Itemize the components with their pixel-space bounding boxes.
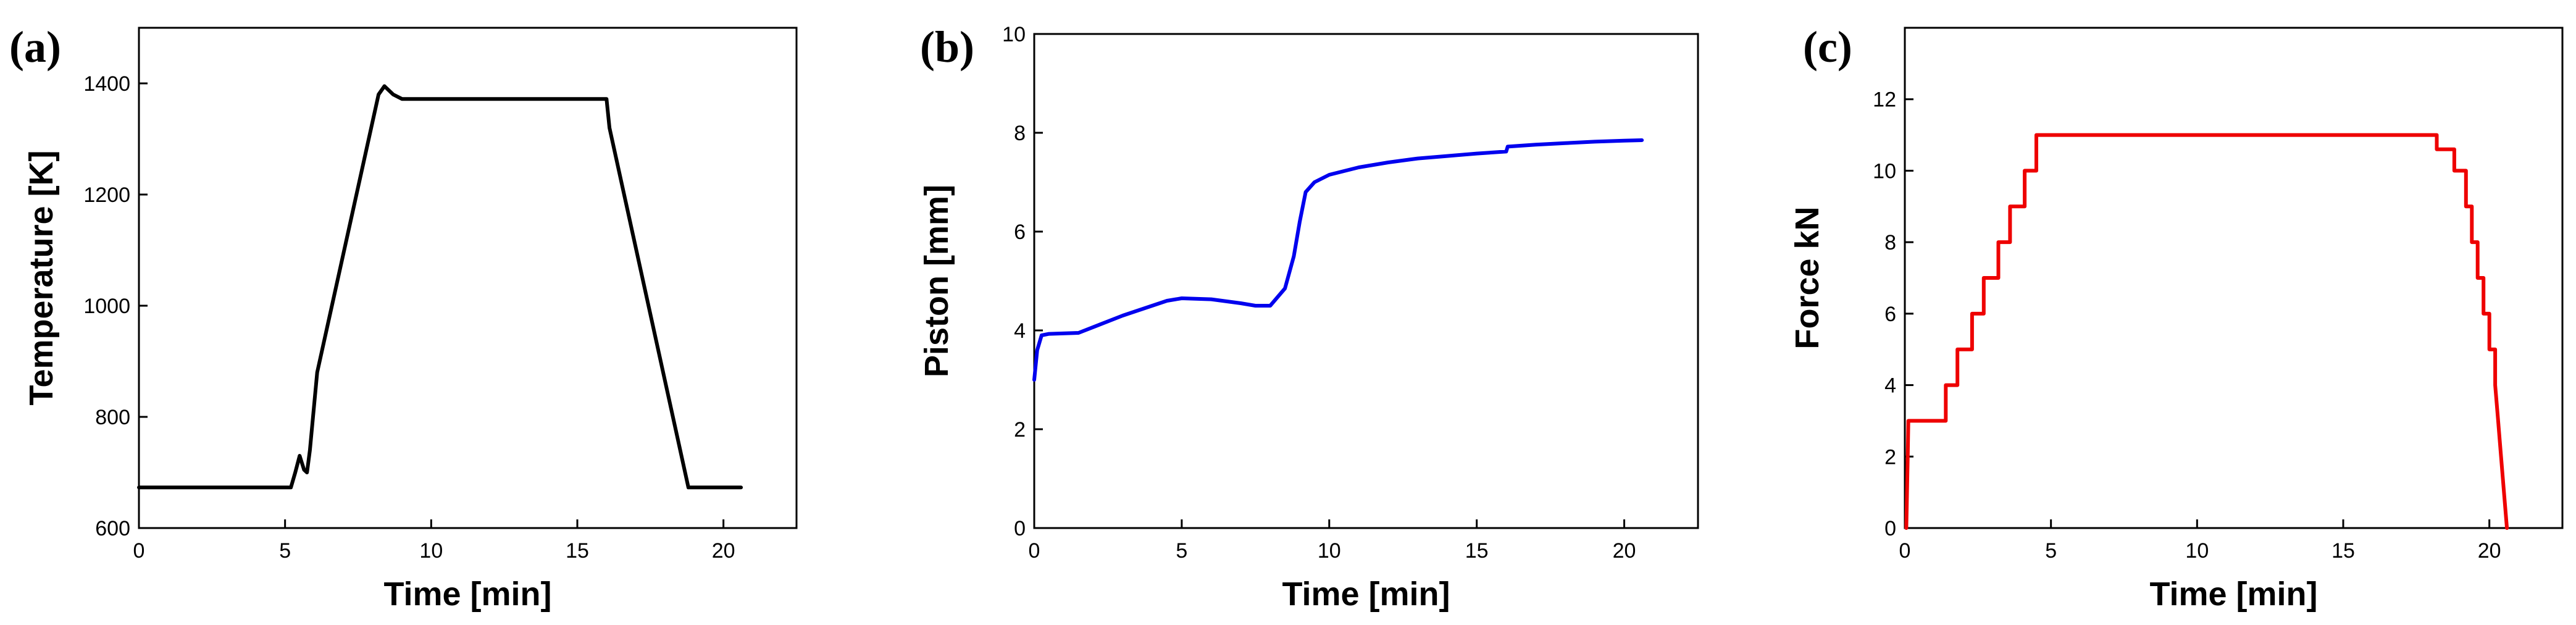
x-tick-label: 20: [712, 539, 735, 563]
y-tick-label: 4: [1014, 319, 1026, 343]
x-tick-label: 5: [2045, 539, 2057, 563]
y-tick-label: 2: [1884, 445, 1896, 469]
y-tick-label: 12: [1873, 88, 1896, 112]
x-tick-label: 10: [1318, 539, 1341, 563]
series-line-1: [1904, 133, 2509, 530]
panel-label: (a): [9, 22, 61, 72]
series-line-1: [137, 84, 743, 490]
x-tick-label: 5: [279, 539, 291, 563]
plot-frame: [138, 27, 798, 529]
y-axis-title: Force kN: [1789, 206, 1826, 349]
y-tick-label: 600: [95, 517, 130, 540]
x-tick-label: 0: [1899, 539, 1911, 563]
y-tick-label: 1400: [83, 72, 130, 96]
series-line-1: [1032, 138, 1644, 382]
y-tick-label: 1000: [83, 295, 130, 318]
panel-label: (b): [920, 22, 974, 72]
x-tick-label: 10: [2185, 539, 2209, 563]
x-tick-label: 0: [133, 539, 145, 563]
x-tick-label: 0: [1029, 539, 1040, 563]
y-tick-label: 6: [1884, 303, 1896, 326]
x-axis-title: Time [min]: [1282, 576, 1450, 613]
y-tick-label: 8: [1014, 122, 1026, 145]
y-tick-label: 4: [1884, 374, 1896, 398]
y-tick-label: 8: [1884, 231, 1896, 254]
x-tick-label: 15: [1465, 539, 1489, 563]
plot-frame: [1033, 33, 1699, 529]
panel-label: (c): [1803, 22, 1852, 72]
y-axis-title: Piston [mm]: [918, 185, 955, 377]
x-axis-title: Time [min]: [383, 576, 551, 613]
x-tick-label: 15: [2331, 539, 2355, 563]
chart-panel-1: 0 5 10 15 20 600 800 1000 1200 1400 Time [min] Temp…: [9, 22, 798, 613]
y-tick-label: 10: [1002, 23, 1026, 46]
chart-panel-2: 0 5 10 15 20 0 2 4 6 8 10 Time [min] Piston [mm] (b): [918, 22, 1699, 613]
y-tick-label: 0: [1884, 517, 1896, 540]
y-tick-label: 800: [95, 406, 130, 429]
x-tick-label: 10: [419, 539, 443, 563]
x-tick-label: 20: [1613, 539, 1636, 563]
x-axis-title: Time [min]: [2149, 576, 2317, 613]
y-tick-label: 6: [1014, 220, 1026, 244]
y-tick-label: 10: [1873, 159, 1896, 183]
y-tick-label: 0: [1014, 517, 1026, 540]
y-tick-label: 2: [1014, 418, 1026, 442]
y-axis-title: Temperature [K]: [23, 150, 60, 405]
x-tick-label: 20: [2478, 539, 2501, 563]
y-tick-label: 1200: [83, 183, 130, 207]
x-tick-label: 15: [566, 539, 589, 563]
chart-panel-3: 0 5 10 15 20 0 2 4 6 8 10 12 Time [min] Force kN (c): [1789, 22, 2564, 613]
plot-frame: [1904, 27, 2564, 529]
x-tick-label: 5: [1176, 539, 1187, 563]
